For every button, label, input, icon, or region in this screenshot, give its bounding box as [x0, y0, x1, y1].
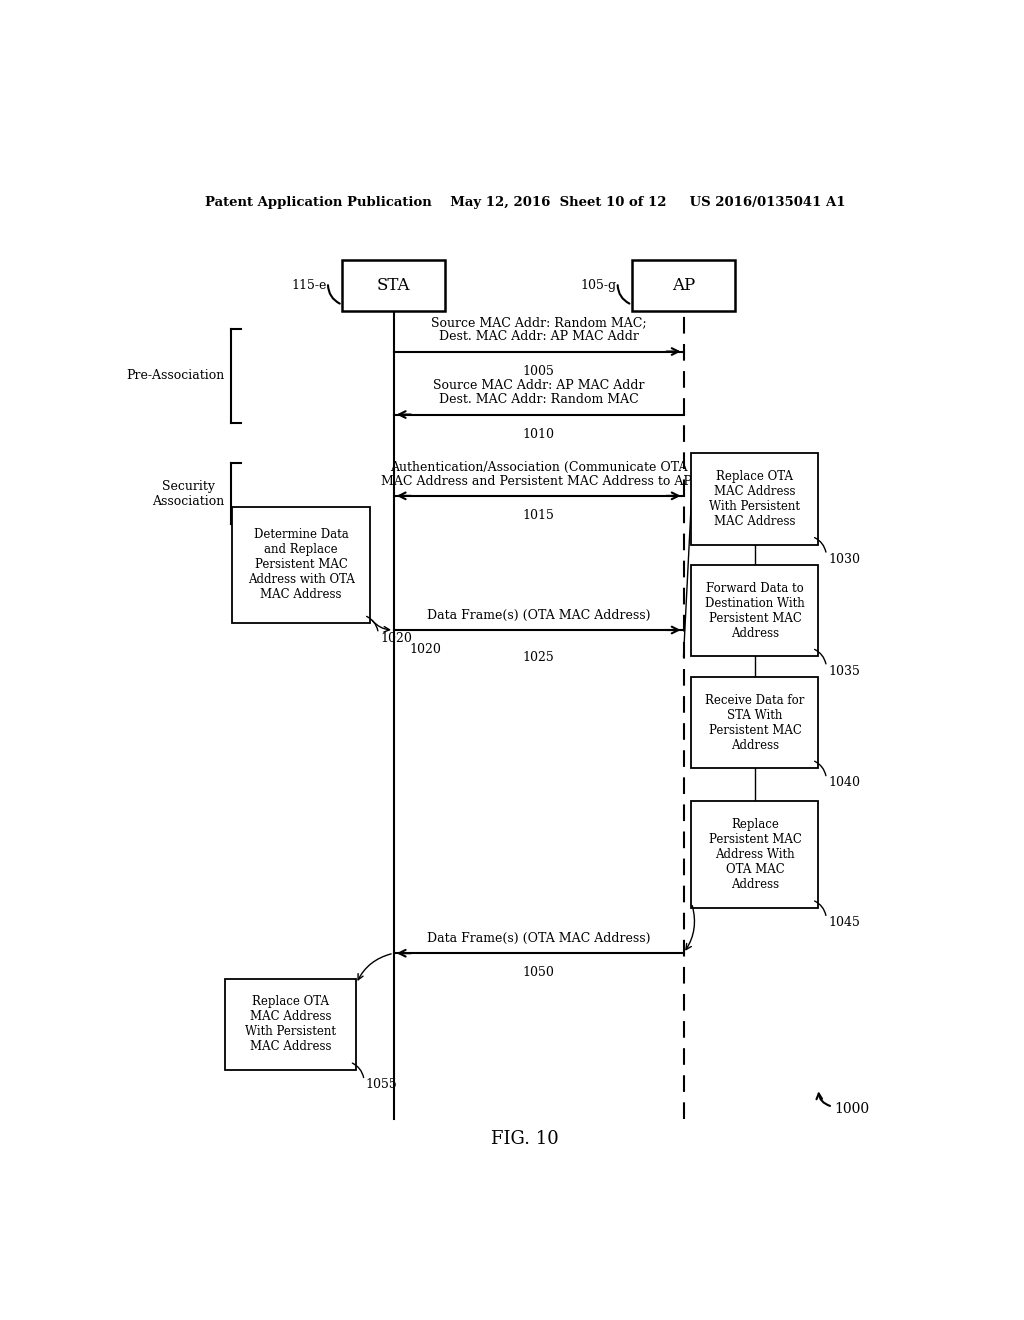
Text: 1045: 1045: [828, 916, 860, 929]
FancyBboxPatch shape: [691, 677, 818, 768]
Text: MAC Address and Persistent MAC Address to AP): MAC Address and Persistent MAC Address t…: [381, 475, 696, 487]
FancyBboxPatch shape: [691, 453, 818, 545]
Text: 1035: 1035: [828, 664, 860, 677]
Text: Security
Association: Security Association: [153, 479, 225, 508]
Text: Data Frame(s) (OTA MAC Address): Data Frame(s) (OTA MAC Address): [427, 932, 650, 945]
Text: 1050: 1050: [522, 966, 555, 979]
FancyBboxPatch shape: [691, 565, 818, 656]
Text: Dest. MAC Addr: AP MAC Addr: Dest. MAC Addr: AP MAC Addr: [438, 330, 639, 343]
Text: Replace OTA
MAC Address
With Persistent
MAC Address: Replace OTA MAC Address With Persistent …: [245, 995, 336, 1053]
Text: Pre-Association: Pre-Association: [127, 370, 225, 383]
Text: 105-g: 105-g: [580, 279, 616, 292]
Text: 1020: 1020: [380, 631, 412, 644]
Text: 1055: 1055: [366, 1078, 397, 1092]
FancyBboxPatch shape: [342, 260, 445, 312]
Text: 1030: 1030: [828, 553, 860, 566]
Text: Source MAC Addr: AP MAC Addr: Source MAC Addr: AP MAC Addr: [433, 379, 644, 392]
Text: Receive Data for
STA With
Persistent MAC
Address: Receive Data for STA With Persistent MAC…: [706, 693, 805, 751]
FancyBboxPatch shape: [691, 801, 818, 908]
Text: FIG. 10: FIG. 10: [490, 1130, 559, 1148]
Text: Determine Data
and Replace
Persistent MAC
Address with OTA
MAC Address: Determine Data and Replace Persistent MA…: [248, 528, 354, 602]
Text: 1040: 1040: [828, 776, 860, 789]
Text: STA: STA: [377, 277, 411, 294]
Text: Patent Application Publication    May 12, 2016  Sheet 10 of 12     US 2016/01350: Patent Application Publication May 12, 2…: [205, 195, 845, 209]
Text: Authentication/Association (Communicate OTA: Authentication/Association (Communicate …: [390, 461, 687, 474]
Text: Source MAC Addr: Random MAC;: Source MAC Addr: Random MAC;: [431, 317, 646, 329]
Text: AP: AP: [672, 277, 695, 294]
Text: Data Frame(s) (OTA MAC Address): Data Frame(s) (OTA MAC Address): [427, 609, 650, 622]
Text: Forward Data to
Destination With
Persistent MAC
Address: Forward Data to Destination With Persist…: [706, 582, 805, 640]
Text: 1025: 1025: [523, 651, 555, 664]
FancyBboxPatch shape: [632, 260, 735, 312]
FancyBboxPatch shape: [231, 507, 371, 623]
Text: Replace OTA
MAC Address
With Persistent
MAC Address: Replace OTA MAC Address With Persistent …: [710, 470, 801, 528]
Text: 115-e: 115-e: [291, 279, 327, 292]
Text: 1020: 1020: [410, 643, 441, 656]
Text: Dest. MAC Addr: Random MAC: Dest. MAC Addr: Random MAC: [439, 393, 639, 407]
Text: 1010: 1010: [522, 428, 555, 441]
FancyBboxPatch shape: [225, 978, 356, 1071]
Text: Replace
Persistent MAC
Address With
OTA MAC
Address: Replace Persistent MAC Address With OTA …: [709, 818, 802, 891]
Text: 1000: 1000: [835, 1102, 869, 1115]
Text: 1005: 1005: [522, 364, 555, 378]
Text: 1015: 1015: [522, 510, 555, 521]
